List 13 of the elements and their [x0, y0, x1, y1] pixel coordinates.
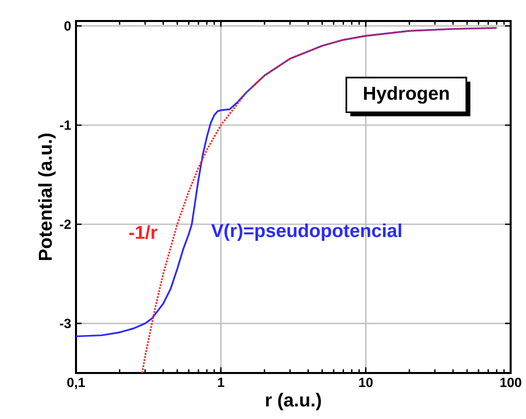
annotation: Hydrogen — [364, 86, 449, 104]
x-tick-label: 10 — [359, 378, 373, 388]
series-label: V(r)=pseudopotencial — [211, 224, 402, 241]
y-tick-label: -1 — [60, 120, 71, 130]
y-axis-title: Potential (a.u.) — [38, 134, 56, 260]
y-tick-label: -2 — [60, 220, 71, 229]
y-tick-label: -3 — [60, 318, 71, 328]
y-tick-label: 0 — [64, 21, 71, 31]
series-label: -1/r — [129, 225, 158, 240]
x-tick-label: 0,1 — [67, 378, 85, 390]
x-tick-label: 1 — [218, 378, 224, 387]
x-axis-title: r (a.u.) — [266, 392, 321, 410]
x-tick-label: 100 — [500, 378, 522, 388]
